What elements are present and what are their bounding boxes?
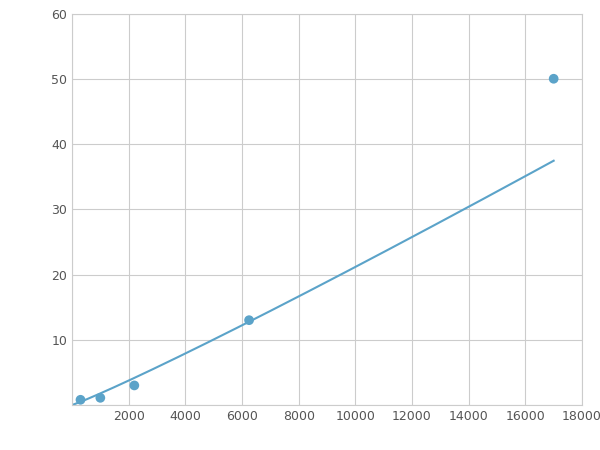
Point (95, 394, 105, 401)
Point (549, 75, 559, 82)
Point (244, 317, 254, 324)
Point (76, 396, 85, 403)
Point (130, 382, 139, 389)
